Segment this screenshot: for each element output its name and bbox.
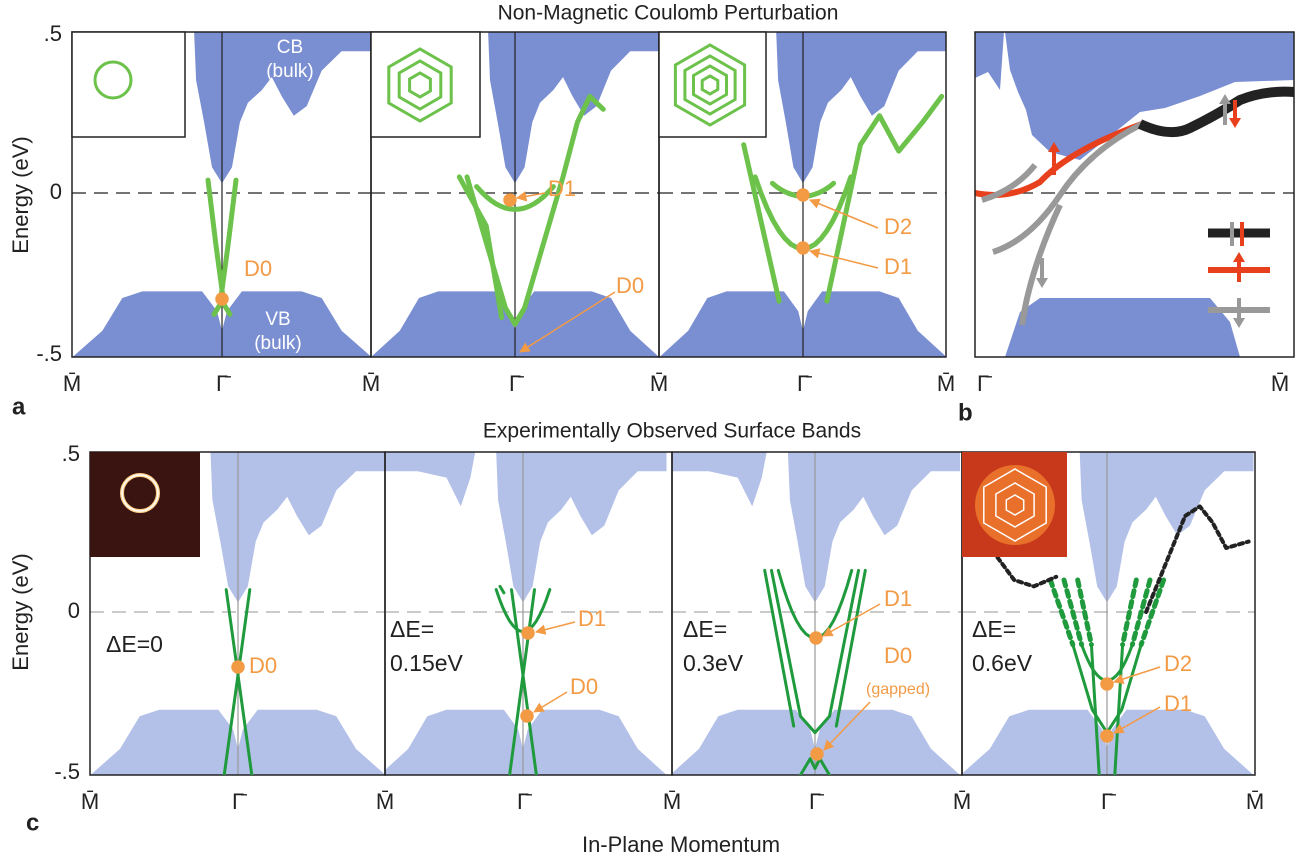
delta-e: ΔE= bbox=[390, 616, 434, 642]
delta-e: ΔE=0 bbox=[106, 631, 163, 657]
dirac-label: D0 bbox=[884, 643, 912, 668]
dirac-label: D0 bbox=[249, 653, 277, 678]
delta-e: ΔE= bbox=[972, 616, 1016, 642]
x-tick-label: M̄ bbox=[663, 789, 681, 814]
band-label: VB bbox=[265, 309, 290, 330]
y-tick-label: 0 bbox=[50, 179, 62, 204]
x-tick-label: M̄ bbox=[63, 371, 81, 396]
y-tick-label: .5 bbox=[44, 21, 62, 46]
y-axis-label: Energy (eV) bbox=[8, 136, 33, 253]
panel-title: Experimentally Observed Surface Bands bbox=[483, 420, 861, 443]
x-tick-label: M̄ bbox=[953, 789, 971, 814]
dirac-label: D1 bbox=[1164, 691, 1192, 716]
bulk-band bbox=[488, 32, 659, 183]
figure: Non-Magnetic Coulomb Perturbation Energy… bbox=[0, 0, 1314, 862]
x-tick-label: Γ̄ bbox=[232, 789, 247, 814]
delta-e: 0.3eV bbox=[683, 650, 744, 676]
band-label: (bulk) bbox=[254, 333, 302, 354]
x-tick-label: Γ̄ bbox=[1101, 789, 1116, 814]
x-tick-label: Γ̄ bbox=[517, 789, 532, 814]
surface-band bbox=[836, 570, 865, 726]
x-tick-label: M̄ bbox=[362, 371, 380, 396]
y-tick-label: .5 bbox=[62, 441, 80, 466]
dirac-label: D0 bbox=[570, 674, 598, 699]
x-tick-label: Γ̄ bbox=[977, 371, 992, 396]
bulk-band bbox=[380, 452, 476, 506]
dirac-label: D1 bbox=[548, 176, 576, 201]
x-tick-label: M̄ bbox=[1271, 371, 1289, 396]
surface-band bbox=[467, 96, 603, 324]
dirac-label: D2 bbox=[884, 214, 912, 239]
x-tick-label: Γ̄ bbox=[797, 371, 812, 396]
dirac-label: D1 bbox=[884, 586, 912, 611]
surface-band bbox=[998, 558, 1057, 587]
bulk-band bbox=[670, 452, 767, 506]
x-tick-label: Γ̄ bbox=[509, 371, 524, 396]
y-axis-label: Energy (eV) bbox=[8, 553, 33, 670]
bulk-band bbox=[776, 32, 946, 183]
y-tick-label: -.5 bbox=[36, 341, 62, 366]
band-label: (bulk) bbox=[266, 61, 314, 82]
panel-title: Non-Magnetic Coulomb Perturbation bbox=[498, 2, 839, 25]
bulk-band bbox=[211, 452, 386, 602]
bulk-band bbox=[788, 452, 960, 602]
dirac-label: D1 bbox=[884, 254, 912, 279]
dirac-label: D0 bbox=[244, 256, 272, 281]
dirac-label: D0 bbox=[616, 273, 644, 298]
dirac-label: D1 bbox=[578, 606, 606, 631]
dirac-label: (gapped) bbox=[866, 681, 930, 698]
delta-e: 0.15eV bbox=[390, 650, 464, 676]
panel-letter: b bbox=[958, 399, 973, 426]
x-tick-label: M̄ bbox=[376, 789, 394, 814]
x-tick-label: M̄ bbox=[81, 789, 99, 814]
x-axis-label: In-Plane Momentum bbox=[582, 832, 780, 857]
x-tick-label: M̄ bbox=[650, 371, 668, 396]
y-tick-label: 0 bbox=[68, 598, 80, 623]
surface-band bbox=[765, 570, 794, 726]
delta-e: 0.6eV bbox=[972, 650, 1033, 676]
delta-e: ΔE= bbox=[683, 616, 727, 642]
x-tick-label: M̄ bbox=[1246, 789, 1264, 814]
panel-letter: c bbox=[26, 809, 39, 836]
panel-letter: a bbox=[12, 393, 26, 420]
band-label: CB bbox=[277, 37, 303, 58]
surface-band bbox=[1146, 506, 1249, 612]
surface-band bbox=[500, 586, 504, 592]
panel-b-plot bbox=[975, 32, 1294, 357]
x-tick-label: M̄ bbox=[937, 371, 955, 396]
x-tick-label: Γ̄ bbox=[216, 371, 231, 396]
y-tick-label: -.5 bbox=[54, 759, 80, 784]
dirac-label: D2 bbox=[1164, 651, 1192, 676]
bulk-band bbox=[496, 452, 666, 602]
x-tick-label: Γ̄ bbox=[809, 789, 824, 814]
bulk-band bbox=[1080, 452, 1254, 602]
